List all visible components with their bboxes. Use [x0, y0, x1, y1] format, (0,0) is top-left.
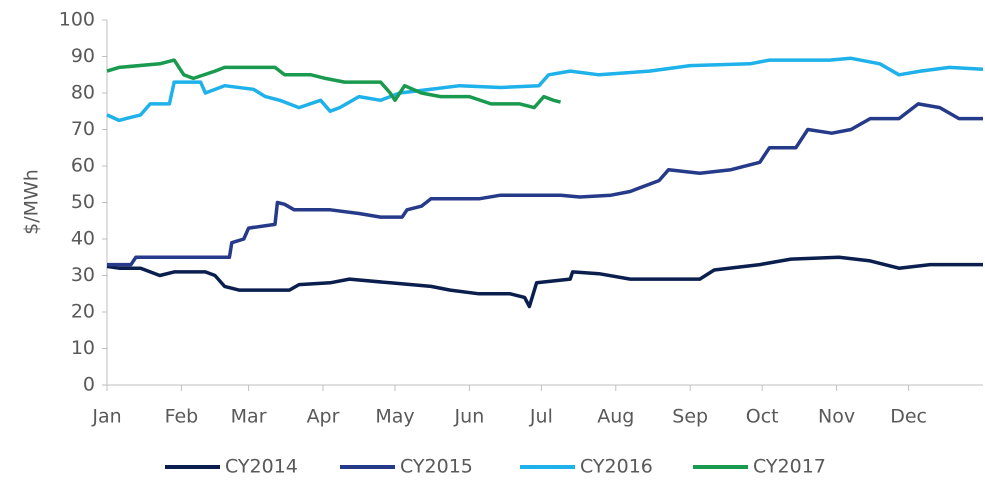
y-tick-label: 80: [71, 82, 95, 104]
x-tick-label: Jan: [91, 406, 121, 428]
legend-label: CY2016: [580, 456, 653, 478]
x-tick-label: Nov: [818, 406, 855, 428]
x-tick-label: Jul: [529, 406, 553, 428]
x-tick-label: Aug: [597, 406, 634, 428]
y-tick-label: 0: [83, 374, 95, 396]
y-tick-label: 50: [71, 191, 95, 213]
x-tick-label: Jun: [454, 406, 485, 428]
x-tick-label: Dec: [890, 406, 927, 428]
y-tick-label: 20: [71, 301, 95, 323]
legend-label: CY2014: [225, 456, 298, 478]
series-line: [106, 58, 562, 110]
y-tick-label: 100: [59, 9, 95, 31]
x-tick-label: Oct: [746, 406, 779, 428]
y-tick-label: 10: [71, 337, 95, 359]
y-tick-label: 70: [71, 118, 95, 140]
y-tick-label: 90: [71, 45, 95, 67]
y-tick-label: 60: [71, 155, 95, 177]
y-tick-label: 40: [71, 228, 95, 250]
x-tick-label: May: [375, 406, 414, 428]
legend-label: CY2017: [753, 456, 826, 478]
x-tick-label: Feb: [165, 406, 199, 428]
x-tick-label: Mar: [231, 406, 267, 428]
y-axis-label: $/MWh: [21, 169, 43, 235]
series-line: [107, 102, 983, 267]
x-tick-label: Apr: [307, 406, 340, 428]
y-tick-label: 30: [71, 264, 95, 286]
x-tick-label: Sep: [672, 406, 708, 428]
legend-label: CY2015: [400, 456, 473, 478]
series-line: [106, 255, 983, 309]
